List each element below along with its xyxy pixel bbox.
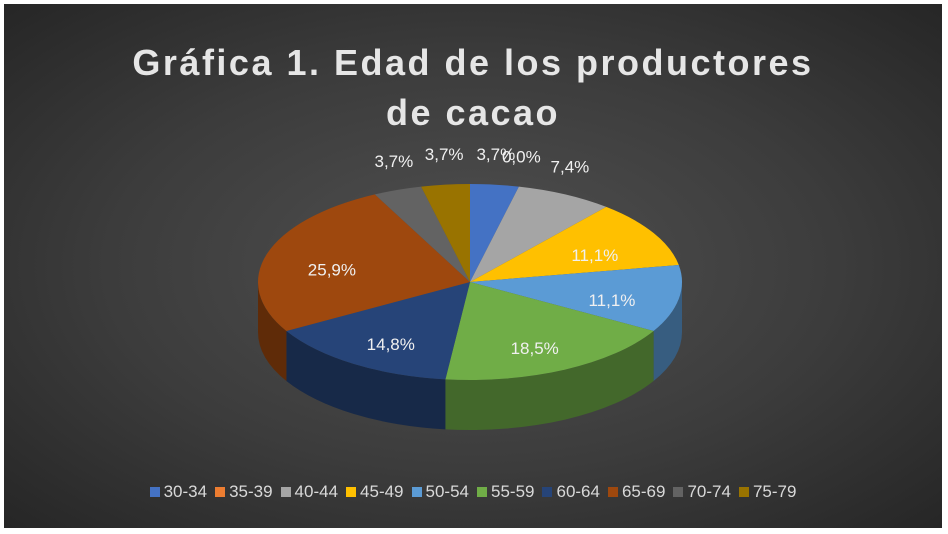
data-label: 25,9% xyxy=(308,260,356,279)
slice xyxy=(258,194,470,331)
legend-swatch xyxy=(607,487,618,497)
slice-side xyxy=(286,331,446,430)
legend-swatch xyxy=(346,487,357,497)
chart-title: Gráfica 1. Edad de los productores de ca… xyxy=(132,42,814,133)
slice xyxy=(470,184,519,282)
legend-item: 50-54 xyxy=(411,482,469,502)
legend-swatch xyxy=(673,487,684,497)
data-label: 3,7% xyxy=(476,145,515,164)
slice-side xyxy=(258,282,287,381)
legend: 30-34 35-39 40-44 45-49 50-54 55-59 60-64 65-69… xyxy=(4,482,942,502)
legend-label: 40-44 xyxy=(294,482,339,501)
legend-label: 55-59 xyxy=(491,482,535,501)
legend-swatch xyxy=(542,487,553,497)
data-label: 14,8% xyxy=(367,335,415,354)
slice xyxy=(421,184,470,282)
slice-side xyxy=(653,282,682,381)
legend-item: 75-79 xyxy=(738,482,797,502)
legend-swatch xyxy=(411,487,422,497)
slice-side xyxy=(445,331,654,431)
legend-label: 75-79 xyxy=(752,482,797,501)
legend-label: 65-69 xyxy=(621,482,666,501)
data-label: 11,1% xyxy=(588,291,635,310)
slice xyxy=(470,206,679,282)
data-label: 3,7% xyxy=(425,145,464,164)
legend-item: 65-69 xyxy=(607,482,666,502)
chart: Gráfica 1. Edad de los productores de ca… xyxy=(4,4,942,528)
slice xyxy=(374,186,470,282)
legend-swatch xyxy=(738,487,749,497)
legend-item: 40-44 xyxy=(280,482,339,502)
legend-label: 50-54 xyxy=(425,482,469,501)
pie-area: 3,7%0,0%7,4%11,1%11,1%18,5%14,8%25,9%3,7… xyxy=(258,145,682,431)
slice xyxy=(470,186,607,282)
legend-item: 70-74 xyxy=(673,482,731,502)
slice xyxy=(470,264,682,331)
slice xyxy=(286,282,470,380)
data-label: 3,7% xyxy=(374,152,413,171)
legend-item: 35-39 xyxy=(215,482,273,502)
legend-item: 60-64 xyxy=(542,482,600,502)
data-label: 7,4% xyxy=(551,158,590,177)
legend-label: 45-49 xyxy=(360,482,404,501)
legend-swatch xyxy=(149,487,160,497)
legend-item: 45-49 xyxy=(346,482,404,502)
legend-swatch xyxy=(280,487,291,497)
data-label: 0,0% xyxy=(502,148,541,167)
legend-label: 60-64 xyxy=(556,482,600,501)
data-label: 18,5% xyxy=(511,339,559,358)
legend-item: 30-34 xyxy=(149,482,208,502)
legend-label: 35-39 xyxy=(229,482,273,501)
legend-item: 55-59 xyxy=(477,482,534,502)
legend-swatch xyxy=(477,487,487,497)
data-label: 11,1% xyxy=(571,246,618,265)
legend-label: 30-34 xyxy=(163,482,208,501)
slice xyxy=(445,282,654,380)
legend-swatch xyxy=(215,487,226,497)
legend-label: 70-74 xyxy=(687,482,731,501)
